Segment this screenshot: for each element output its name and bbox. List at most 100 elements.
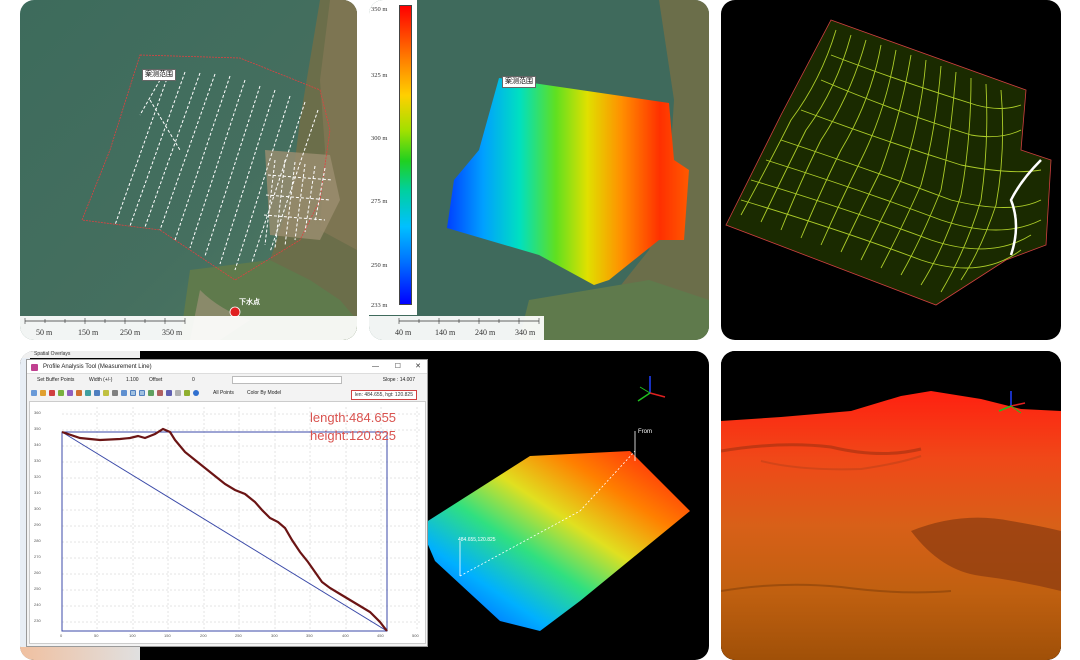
y-tick: 350 [34,426,41,431]
pan-icon[interactable] [121,390,127,396]
toolbar-top: Set Buffer Points Width (+/-) 1.100 Offs… [27,374,427,387]
y-tick: 230 [34,618,41,623]
maximize-button[interactable]: ☐ [394,363,401,370]
x-tick: 100 [129,633,136,638]
width-input[interactable]: 1.100 [126,377,139,383]
profile-line [61,427,388,632]
survey-lines-map-panel: 案测范围 下水点 50 m 150 m 250 m 350 m [20,0,357,340]
y-tick: 330 [34,458,41,463]
sidebar-title: Spatial Overlays [20,351,140,358]
info-icon[interactable] [175,390,181,396]
offset-label: Offset [149,377,163,383]
refresh-icon[interactable] [148,390,154,396]
y-tick: 290 [34,522,41,527]
height-annotation: height:120.825 [310,428,397,443]
legend-label: 325 m [371,72,388,79]
scale-label: 340 m [515,328,536,337]
x-tick: 500 [412,633,419,638]
scale-bar: 50 m 150 m 250 m 350 m [20,316,357,340]
y-tick: 280 [34,538,41,543]
y-tick: 240 [34,602,41,607]
x-tick: 250 [235,633,242,638]
set-buffer-points-button[interactable]: Set Buffer Points [37,377,75,383]
scale-label: 50 m [36,328,53,337]
landing-point-label: 下水点 [239,299,260,306]
from-label: From [638,429,652,435]
legend-label: 300 m [371,135,388,142]
y-tick: 300 [34,506,41,511]
left-sidebar [20,351,30,660]
y-tick: 260 [34,570,41,575]
survey-area-tag: 案测范围 [142,69,176,81]
layer-icon[interactable] [166,390,172,396]
width-label: Width (+/-) [89,377,113,383]
scale-label: 150 m [78,328,99,337]
x-tick: 400 [342,633,349,638]
delete-icon[interactable] [49,390,55,396]
scale-label: 350 m [162,328,183,337]
measurement-readout: len: 484.655, hgt: 120.825 [350,390,417,400]
axis-gizmo-icon [637,376,666,402]
y-tick: 310 [34,490,41,495]
range-dropdown[interactable] [232,376,342,384]
filter-icon[interactable] [184,390,190,396]
add-icon[interactable] [58,390,64,396]
legend-label: 233 m [371,302,388,309]
all-points-dropdown[interactable]: All Points [213,390,234,396]
bathymetry-map [369,0,709,340]
window-titlebar: Profile Analysis Tool (Measurement Line)… [27,360,427,374]
scale-bar: 40 m 140 m 240 m 340 m [369,316,544,340]
profile-analysis-window: Profile Analysis Tool (Measurement Line)… [26,359,428,647]
legend-label: 250 m [371,262,388,269]
contour-map [725,19,1052,306]
y-tick: 340 [34,442,41,447]
length-annotation: length:484.655 [310,410,397,425]
x-tick: 450 [377,633,384,638]
profile-baseline-frame [61,431,388,632]
y-tick: 320 [34,474,41,479]
color-icon[interactable] [157,390,163,396]
scale-label: 140 m [435,328,456,337]
depth-legend: 350 m 325 m 300 m 275 m 250 m 233 m [369,0,417,315]
y-tick: 360 [34,410,41,415]
terrain-closeup [721,351,1061,660]
satellite-map [20,0,357,340]
measure-icon[interactable] [67,390,73,396]
offset-input[interactable]: 0 [192,377,195,383]
close-button[interactable]: ✕ [415,363,421,370]
line-icon[interactable] [139,390,145,396]
survey-area-tag: 案测范围 [502,76,536,88]
terrain-closeup-panel [721,351,1061,660]
x-tick: 200 [200,633,207,638]
chart-icon[interactable] [85,390,91,396]
scale-label: 240 m [475,328,496,337]
select-icon[interactable] [130,390,136,396]
axis-gizmo-icon [998,391,1026,414]
globe-icon[interactable] [193,390,199,396]
x-tick: 150 [164,633,171,638]
open-icon[interactable] [31,390,37,396]
y-tick: 250 [34,586,41,591]
contour-map-panel [721,0,1061,340]
settings-icon[interactable] [103,390,109,396]
legend-label: 350 m [371,6,388,13]
x-tick: 50 [94,633,99,638]
color-by-model-dropdown[interactable]: Color By Model [247,390,282,396]
toolbar-icons: All Points Color By Model [27,387,427,399]
zoom-icon[interactable] [112,390,118,396]
3d-terrain-view [420,376,690,631]
x-tick: 300 [271,633,278,638]
profile-chart-svg [61,407,420,632]
profile-chart: 360 350 340 330 320 310 300 290 280 270 … [29,401,426,644]
straight-line [61,431,388,632]
minimize-button[interactable]: — [372,363,379,370]
export-icon[interactable] [76,390,82,396]
save-icon[interactable] [40,390,46,396]
scale-label: 40 m [395,328,412,337]
y-tick: 270 [34,554,41,559]
legend-label: 275 m [371,198,388,205]
to-label: 484.655,120.825 [458,537,496,543]
legend-colorbar [399,5,412,305]
grid-icon[interactable] [94,390,100,396]
bathymetry-map-panel: 案测范围 350 m 325 m 300 m 275 m 250 m 233 m… [369,0,709,340]
